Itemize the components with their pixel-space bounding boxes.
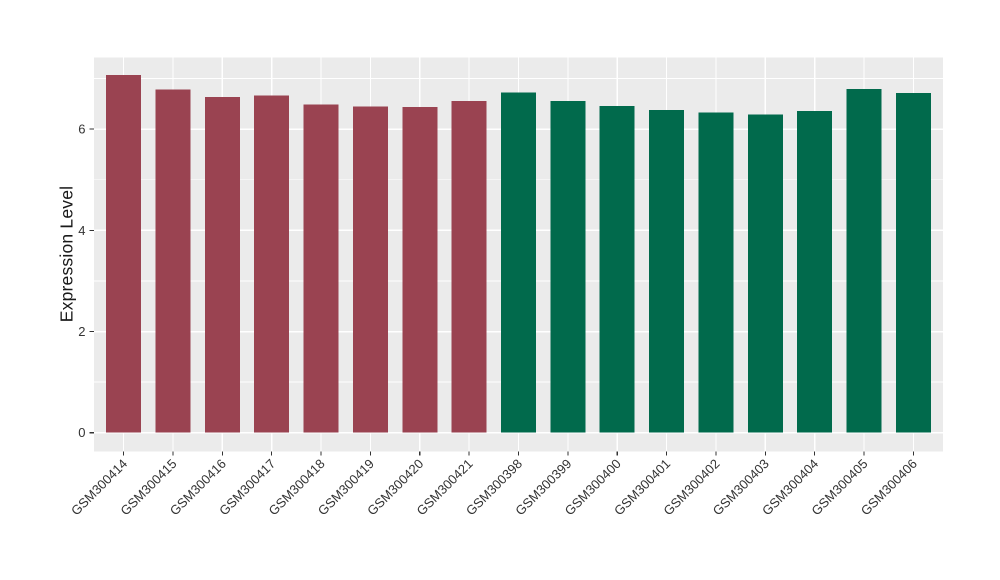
bar-GSM300402 bbox=[698, 112, 734, 433]
bar-GSM300418 bbox=[303, 104, 339, 433]
bar-GSM300417 bbox=[254, 95, 290, 433]
bar-GSM300421 bbox=[451, 100, 487, 433]
y-tick-label: 4 bbox=[78, 223, 85, 238]
bar-GSM300400 bbox=[599, 105, 635, 433]
y-axis-title: Expression Level bbox=[56, 185, 77, 323]
bar-GSM300415 bbox=[155, 89, 191, 433]
bar-GSM300416 bbox=[204, 97, 240, 433]
y-tick-label: 2 bbox=[78, 324, 85, 339]
bar-GSM300401 bbox=[649, 109, 685, 433]
bar-GSM300399 bbox=[550, 100, 586, 433]
bar-GSM300406 bbox=[895, 93, 931, 433]
bar-GSM300420 bbox=[402, 106, 438, 433]
y-tick-label: 6 bbox=[78, 122, 85, 137]
y-tick-label: 0 bbox=[78, 425, 85, 440]
bar-GSM300398 bbox=[501, 92, 536, 433]
bar-GSM300404 bbox=[797, 110, 833, 433]
bar-GSM300414 bbox=[106, 74, 142, 433]
bar-GSM300419 bbox=[352, 106, 388, 433]
bar-GSM300405 bbox=[846, 89, 882, 433]
bar-GSM300403 bbox=[747, 114, 783, 433]
